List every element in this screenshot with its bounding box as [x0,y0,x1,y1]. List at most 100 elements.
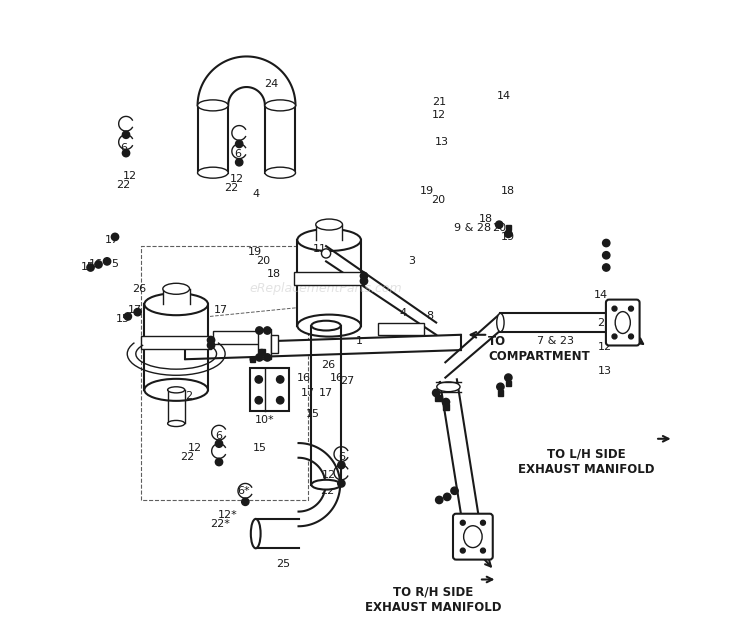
Text: 17: 17 [301,388,315,398]
Circle shape [612,334,617,339]
Ellipse shape [163,283,190,294]
Circle shape [111,233,118,240]
Text: 16: 16 [296,373,310,383]
Polygon shape [197,57,296,106]
Circle shape [460,520,465,525]
Text: 24: 24 [264,79,278,89]
Ellipse shape [322,249,331,258]
Bar [213,330,268,344]
Text: 6: 6 [234,149,241,160]
Circle shape [628,306,634,311]
Text: 22: 22 [180,452,194,462]
Circle shape [242,498,249,505]
Text: 22*: 22* [210,519,230,530]
Text: 4: 4 [252,189,260,199]
Text: 22: 22 [116,180,130,190]
Circle shape [124,313,131,320]
Text: 20: 20 [492,223,506,233]
Circle shape [338,461,345,469]
Circle shape [255,376,262,383]
Text: 18: 18 [267,269,281,279]
Bar [271,335,278,353]
Text: 19: 19 [420,186,434,196]
Circle shape [122,150,130,156]
Text: 1: 1 [356,336,363,346]
Polygon shape [446,314,500,378]
Ellipse shape [197,167,228,178]
Circle shape [451,487,458,494]
Text: 22: 22 [224,183,238,193]
Ellipse shape [297,229,361,251]
Circle shape [481,548,485,553]
Circle shape [277,376,284,383]
Circle shape [255,397,262,404]
Text: 19: 19 [248,247,262,257]
Polygon shape [326,246,436,335]
Ellipse shape [316,219,343,230]
Ellipse shape [265,100,296,111]
Circle shape [602,239,610,247]
Ellipse shape [464,526,482,548]
Text: 26: 26 [133,284,146,294]
Bar [378,322,424,335]
Text: 22: 22 [320,486,334,496]
Ellipse shape [311,480,340,489]
Polygon shape [440,379,479,517]
Text: 11: 11 [313,244,327,254]
Circle shape [236,158,243,166]
Polygon shape [298,443,340,526]
Ellipse shape [144,293,208,315]
Circle shape [436,496,443,504]
Text: 12: 12 [230,174,244,184]
Circle shape [208,342,214,349]
Text: 25: 25 [276,559,290,569]
Circle shape [433,389,439,397]
Circle shape [208,337,214,344]
Text: 5: 5 [112,260,118,270]
Ellipse shape [615,312,630,333]
Text: 15: 15 [80,263,94,273]
Circle shape [496,383,504,391]
Circle shape [612,306,617,311]
Bar [250,368,290,411]
Text: 2: 2 [184,391,192,401]
FancyBboxPatch shape [453,514,493,560]
Ellipse shape [496,314,504,332]
Text: 12*: 12* [218,510,238,520]
Text: 21: 21 [432,97,446,107]
Bar [163,289,190,304]
Bar [144,304,208,390]
Text: 17: 17 [105,235,119,245]
Text: 16: 16 [330,373,344,383]
Text: 14: 14 [496,91,511,101]
Bar [257,329,271,360]
Ellipse shape [167,420,184,427]
Ellipse shape [197,100,228,111]
Circle shape [87,264,94,271]
Circle shape [496,221,502,229]
Text: TO
COMPARTMENT: TO COMPARTMENT [488,335,590,363]
Bar [316,225,343,240]
Circle shape [602,264,610,271]
Circle shape [505,374,512,381]
Text: 6: 6 [338,452,345,462]
Circle shape [215,458,223,466]
Text: 12: 12 [123,171,137,181]
Ellipse shape [167,387,184,393]
Bar [435,395,441,401]
Text: TO R/H SIDE
EXHAUST MANIFOLD: TO R/H SIDE EXHAUST MANIFOLD [364,586,501,614]
Text: 4: 4 [399,309,406,319]
Text: 15: 15 [253,443,267,453]
Text: 12: 12 [597,342,611,352]
Circle shape [360,278,368,285]
Ellipse shape [265,167,296,178]
Text: 15: 15 [305,409,320,419]
Ellipse shape [144,379,208,401]
Bar [250,356,256,362]
Circle shape [134,309,141,316]
Text: 16: 16 [89,260,103,270]
Circle shape [264,327,271,334]
Ellipse shape [311,320,340,330]
Bar [506,225,511,230]
Text: 6*: 6* [237,486,250,496]
